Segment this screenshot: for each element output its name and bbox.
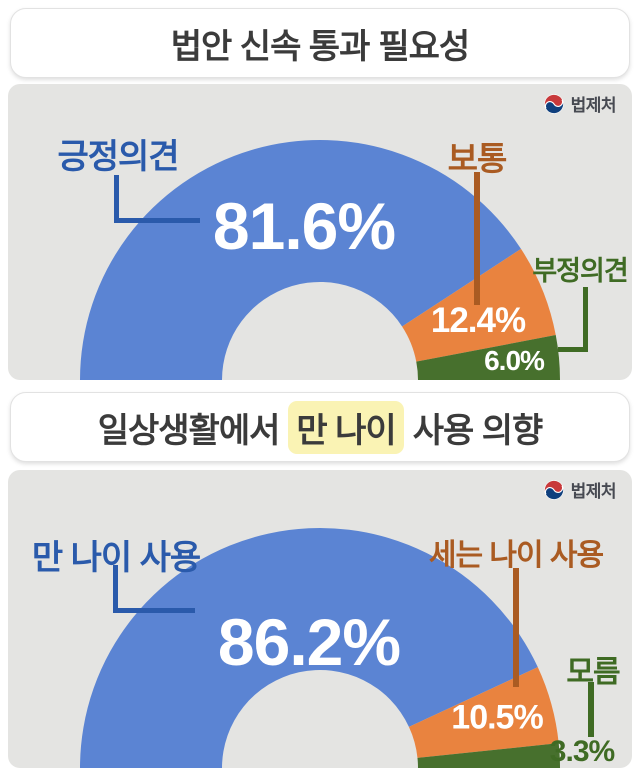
value-neutral: 12.4% bbox=[430, 301, 526, 340]
section1-title-bold: 필요성 bbox=[378, 27, 470, 66]
donut-segment bbox=[416, 335, 560, 380]
connector-positive bbox=[114, 175, 200, 223]
section-age-usage-intent: 일상생활에서 만 나이 사용 의향 법제처 만 나이 사용 세는 나이 bbox=[0, 392, 640, 768]
donut-segment bbox=[80, 527, 538, 768]
value-dont-know: 3.3% bbox=[549, 735, 615, 768]
logo-label: 법제처 bbox=[570, 96, 617, 115]
semicircle-donut-chart-2 bbox=[80, 527, 560, 768]
connector-negative bbox=[558, 287, 588, 352]
donut-segment bbox=[408, 667, 559, 758]
connector-dont-know bbox=[588, 682, 594, 737]
logo-label: 법제처 bbox=[570, 482, 617, 501]
section2-title-box: 일상생활에서 만 나이 사용 의향 bbox=[10, 392, 630, 462]
section1-title-box: 법안 신속 통과 필요성 bbox=[10, 8, 630, 78]
section2-title-bold: 사용 의향 bbox=[412, 411, 544, 450]
section-bill-passage: 법안 신속 통과 필요성 법제처 긍정의견 보통 부정의 bbox=[0, 8, 640, 380]
label-use-counting-age: 세는 나이 사용 bbox=[428, 539, 604, 572]
section1-title-normal: 법안 신속 통과 bbox=[170, 27, 371, 66]
section2-title-normal: 일상생활에서 bbox=[97, 411, 281, 450]
section2-title-highlight: 만 나이 bbox=[288, 400, 404, 454]
value-negative-opinion: 6.0% bbox=[484, 345, 545, 376]
donut-segment bbox=[80, 139, 522, 380]
label-neutral: 보통 bbox=[447, 140, 508, 177]
connector-neutral bbox=[474, 172, 480, 305]
moleg-logo: 법제처 bbox=[543, 91, 617, 116]
semicircle-donut-chart-1 bbox=[80, 139, 560, 380]
donut-segment bbox=[402, 248, 556, 362]
connector-use-counting-age bbox=[513, 568, 519, 687]
government-emblem-icon bbox=[543, 479, 564, 500]
label-negative-opinion: 부정의견 bbox=[532, 256, 628, 286]
moleg-logo-2: 법제처 bbox=[543, 477, 617, 502]
value-use-counting-age: 10.5% bbox=[451, 698, 543, 737]
connector-use-man-nai bbox=[113, 565, 195, 613]
label-positive-opinion: 긍정의견 bbox=[57, 138, 179, 176]
value-use-man-nai: 86.2% bbox=[217, 605, 401, 679]
value-positive-opinion: 81.6% bbox=[212, 189, 396, 263]
chart1-panel: 법제처 긍정의견 보통 부정의견 81.6% 12.4% 6.0% bbox=[8, 84, 632, 380]
donut-segment bbox=[417, 743, 560, 768]
government-emblem-icon bbox=[543, 93, 564, 114]
chart2-panel: 법제처 만 나이 사용 세는 나이 사용 모름 86.2% 10.5% 3.3% bbox=[8, 470, 632, 768]
